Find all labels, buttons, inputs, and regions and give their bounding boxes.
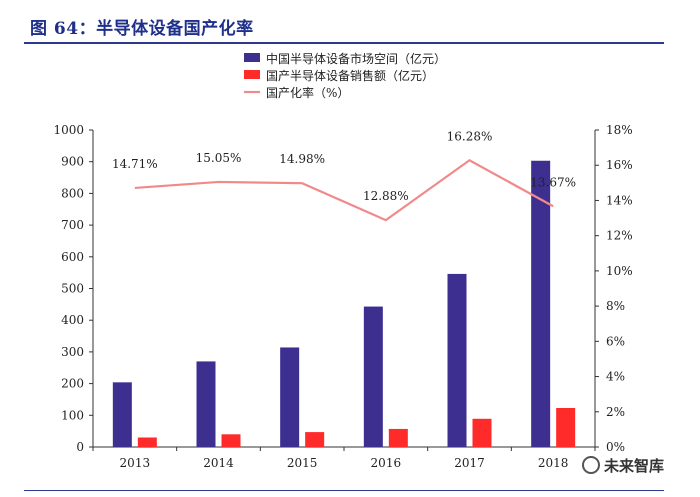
market-size-bar (447, 273, 467, 447)
legend-label: 国产化率（%） (266, 85, 349, 100)
x-tick-label: 2017 (454, 456, 485, 470)
left-tick-label: 100 (61, 408, 84, 422)
rate-data-label: 14.71% (112, 157, 158, 171)
left-tick-label: 200 (61, 377, 84, 391)
legend-label: 国产半导体设备销售额（亿元） (266, 68, 434, 83)
rate-data-label: 12.88% (363, 189, 409, 203)
axes: 0 100 200 300 400 500 600 700 800 900 1000 0% 2% 4% 6%… (53, 123, 632, 470)
domestic-sales-bar (472, 418, 492, 447)
rate-data-label: 15.05% (196, 151, 242, 165)
market-size-bar (363, 306, 383, 447)
right-tick-label: 6% (606, 334, 625, 348)
right-tick-label: 10% (606, 264, 633, 278)
watermark-text: 未来智库 (604, 456, 665, 475)
right-tick-label: 4% (606, 370, 625, 384)
x-tick-label: 2014 (203, 456, 234, 470)
domestic-sales-bar (221, 434, 241, 447)
rate-data-label: 16.28% (447, 129, 493, 143)
market-size-bar (531, 160, 551, 447)
right-tick-label: 0% (606, 440, 625, 454)
legend: 中国半导体设备市场空间（亿元） 国产半导体设备销售额（亿元） 国产化率（%） (244, 51, 446, 100)
left-tick-label: 400 (61, 313, 84, 327)
x-tick-label: 2016 (371, 456, 402, 470)
market-size-bar (280, 347, 300, 447)
legend-swatch (244, 70, 260, 79)
figure-title: 图 64：半导体设备国产化率 (30, 19, 254, 39)
right-tick-label: 12% (606, 229, 633, 243)
left-tick-label: 300 (61, 345, 84, 359)
left-tick-label: 700 (61, 218, 84, 232)
left-tick-label: 800 (61, 186, 84, 200)
left-tick-label: 900 (61, 155, 84, 169)
legend-swatch (244, 53, 260, 62)
wechat-icon (582, 456, 600, 474)
x-tick-label: 2018 (538, 456, 569, 470)
bars (112, 160, 576, 447)
x-tick-label: 2013 (120, 456, 151, 470)
domestic-sales-bar (305, 432, 325, 447)
header-divider (24, 42, 664, 44)
market-size-bar (112, 382, 132, 447)
right-tick-label: 2% (606, 405, 625, 419)
domestic-sales-bar (137, 437, 157, 447)
market-size-bar (196, 361, 216, 447)
left-tick-label: 500 (61, 282, 84, 296)
left-tick-label: 600 (61, 250, 84, 264)
left-tick-label: 0 (76, 440, 84, 454)
rate-line (134, 158, 554, 222)
rate-line-group: 14.71% 15.05% 14.98% 12.88% 16.28% 13.67% (112, 129, 576, 222)
right-tick-label: 14% (606, 193, 633, 207)
footer-divider (24, 490, 664, 491)
right-tick-label: 8% (606, 299, 625, 313)
figure-header: 图 64：半导体设备国产化率 (0, 0, 700, 46)
right-tick-label: 16% (606, 158, 633, 172)
rate-data-label: 13.67% (530, 175, 576, 189)
left-tick-label: 1000 (53, 123, 84, 137)
right-tick-label: 18% (606, 123, 633, 137)
watermark: 未来智库 (582, 452, 682, 478)
rate-data-label: 14.98% (279, 152, 325, 166)
domestic-sales-bar (556, 408, 576, 447)
legend-label: 中国半导体设备市场空间（亿元） (266, 51, 446, 66)
domestic-sales-bar (388, 428, 408, 447)
x-tick-label: 2015 (287, 456, 318, 470)
